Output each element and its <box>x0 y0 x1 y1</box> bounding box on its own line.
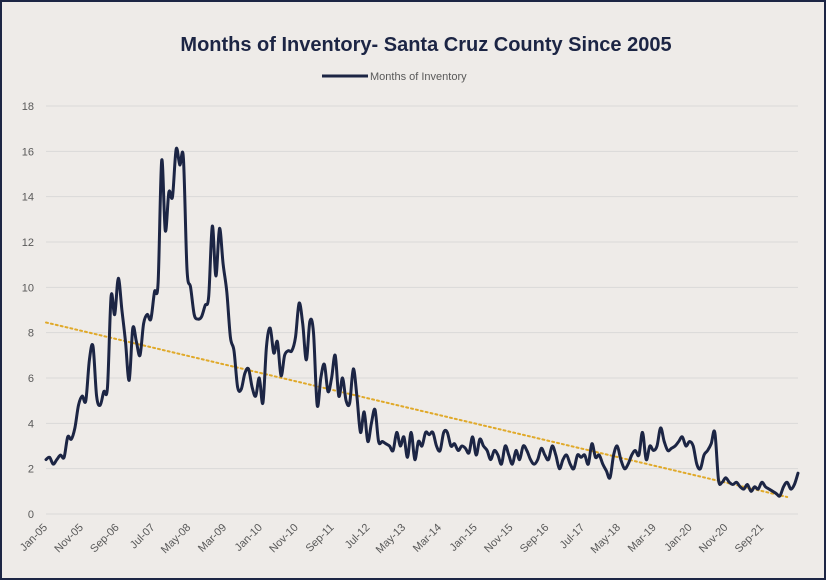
x-tick-label: Sep-06 <box>88 522 122 556</box>
chart-title: Months of Inventory- Santa Cruz County S… <box>180 34 671 56</box>
gridlines <box>46 105 798 515</box>
x-tick-label: Nov-15 <box>482 522 516 556</box>
legend-label: Months of Inventory <box>370 71 467 83</box>
y-tick-label: 10 <box>22 282 34 294</box>
legend: Months of Inventory <box>322 71 467 83</box>
x-tick-label: Sep-11 <box>304 522 337 555</box>
x-tick-label: Jan-10 <box>233 522 265 554</box>
x-tick-label: Nov-20 <box>697 522 731 556</box>
y-tick-label: 4 <box>28 418 34 430</box>
x-tick-label: May-13 <box>374 522 408 556</box>
plot-area <box>44 146 800 498</box>
y-tick-label: 8 <box>28 328 34 340</box>
y-axis: 0 2 4 6 8 10 12 14 16 18 <box>22 101 34 521</box>
x-tick-label: Sep-16 <box>518 522 552 556</box>
x-tick-label: Jul-12 <box>343 522 373 552</box>
y-tick-label: 18 <box>22 101 34 113</box>
trendline <box>45 321 789 498</box>
y-tick-label: 14 <box>22 192 34 204</box>
y-tick-label: 6 <box>28 373 34 385</box>
x-tick-label: May-08 <box>159 522 193 556</box>
x-tick-label: Mar-14 <box>411 522 444 555</box>
y-tick-label: 16 <box>22 146 34 158</box>
x-tick-label: Jan-05 <box>18 522 50 554</box>
x-tick-label: Mar-09 <box>196 522 229 555</box>
x-tick-label: Nov-10 <box>267 522 301 556</box>
y-tick-label: 0 <box>28 509 34 521</box>
x-tick-label: Jan-20 <box>662 522 694 554</box>
x-tick-label: Jul-17 <box>558 522 588 552</box>
y-tick-label: 12 <box>22 237 34 249</box>
series-line-months-of-inventory <box>44 146 800 498</box>
x-tick-label: May-18 <box>589 522 623 556</box>
x-axis: Jan-05 Nov-05 Sep-06 Jul-07 May-08 Mar-09 Jan-… <box>18 522 766 556</box>
x-tick-label: Jul-07 <box>128 522 158 552</box>
x-tick-label: Jan-15 <box>448 522 480 554</box>
x-tick-label: Sep-21 <box>733 522 767 556</box>
x-tick-label: Nov-05 <box>52 522 86 556</box>
x-tick-label: Mar-19 <box>626 522 659 555</box>
y-tick-label: 2 <box>28 464 34 476</box>
